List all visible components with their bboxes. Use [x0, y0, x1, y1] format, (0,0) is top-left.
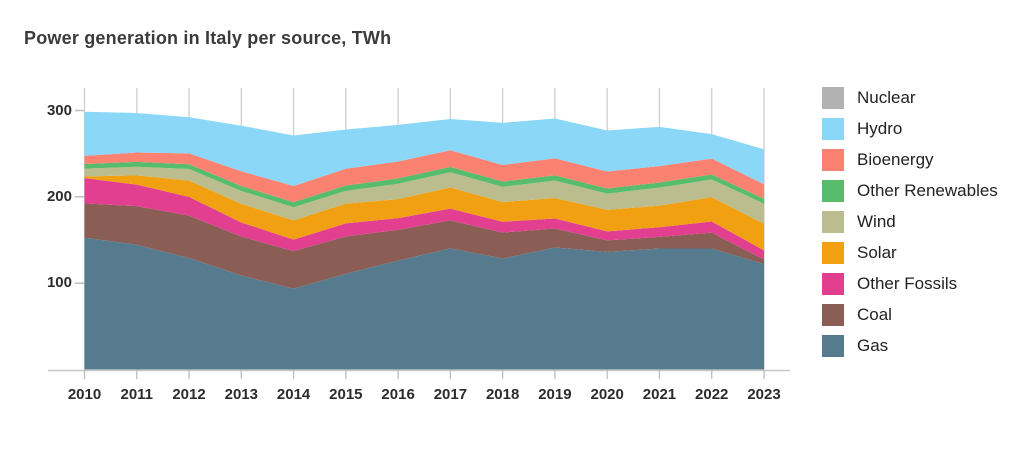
legend-item-hydro: Hydro	[822, 118, 998, 140]
area-solar	[84, 175, 764, 251]
legend-label-hydro: Hydro	[857, 119, 903, 138]
x-axis-tick-label: 2013	[224, 386, 258, 403]
x-axis-tick-label: 2011	[120, 386, 154, 403]
legend-item-other-fossils: Other Fossils	[822, 273, 998, 295]
legend-label-other-renewables: Other Renewables	[857, 181, 998, 200]
area-hydro	[84, 111, 764, 186]
legend-item-solar: Solar	[822, 242, 998, 264]
legend-swatch-other-fossils	[822, 273, 844, 295]
legend-item-coal: Coal	[822, 304, 998, 326]
legend-label-other-fossils: Other Fossils	[857, 274, 958, 293]
x-axis-tick-label: 2016	[381, 386, 415, 403]
legend-item-bioenergy: Bioenergy	[822, 149, 998, 171]
legend-swatch-solar	[822, 242, 844, 264]
legend-label-gas: Gas	[857, 336, 889, 355]
area-other-renewables	[84, 161, 764, 208]
legend: Nuclear Hydro Bioenergy Other Renewables…	[822, 87, 998, 357]
legend-item-nuclear: Nuclear	[822, 87, 998, 109]
legend-label-wind: Wind	[857, 212, 896, 231]
legend-label-nuclear: Nuclear	[857, 88, 916, 107]
x-axis-tick-label: 2022	[695, 386, 729, 403]
area-gas	[84, 237, 764, 370]
x-axis-tick-label: 2021	[642, 386, 677, 403]
x-axis-tick-label: 2014	[276, 386, 311, 403]
area-wind	[84, 166, 764, 224]
y-axis-tick-label: 300	[46, 101, 72, 119]
legend-swatch-hydro	[822, 118, 844, 140]
legend-swatch-gas	[822, 335, 844, 357]
area-bioenergy	[84, 150, 764, 203]
legend-swatch-wind	[822, 211, 844, 233]
legend-swatch-other-renewables	[822, 180, 844, 202]
legend-item-other-renewables: Other Renewables	[822, 180, 998, 202]
legend-item-wind: Wind	[822, 211, 998, 233]
x-axis-tick-label: 2015	[329, 386, 363, 403]
legend-swatch-coal	[822, 304, 844, 326]
legend-swatch-nuclear	[822, 87, 844, 109]
x-axis-tick-label: 2023	[747, 386, 781, 403]
legend-label-bioenergy: Bioenergy	[857, 150, 934, 169]
x-axis-tick-label: 2010	[67, 386, 102, 403]
area-coal	[84, 203, 764, 289]
legend-label-solar: Solar	[857, 243, 897, 262]
page-title: Power generation in Italy per source, TW…	[24, 28, 392, 48]
legend-swatch-bioenergy	[822, 149, 844, 171]
x-axis-tick-label: 2019	[538, 386, 572, 403]
y-axis-tick-label: 100	[46, 274, 72, 292]
x-axis-tick-label: 2018	[485, 386, 520, 403]
legend-label-coal: Coal	[857, 305, 892, 324]
x-axis-tick-label: 2012	[172, 386, 206, 403]
y-axis-tick-label: 200	[46, 187, 72, 205]
x-axis-tick-label: 2020	[590, 386, 624, 403]
x-axis-tick-label: 2017	[433, 386, 468, 403]
area-other-fossils	[84, 178, 764, 260]
legend-item-gas: Gas	[822, 335, 998, 357]
